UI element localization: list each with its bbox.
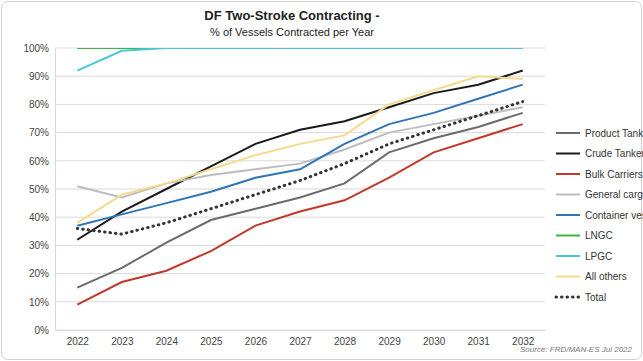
y-tick-label: 70%	[29, 127, 49, 138]
legend-label: Crude Tankers	[585, 148, 643, 159]
x-tick-label: 2029	[378, 336, 401, 347]
grid-line	[55, 330, 545, 331]
x-tick: 2028	[334, 330, 357, 347]
legend-swatch	[556, 214, 580, 216]
y-axis-line	[55, 49, 56, 331]
legend-label: LPGC	[585, 251, 612, 262]
legend-label: All others	[585, 271, 627, 282]
grid-line	[55, 217, 545, 218]
series-line	[77, 48, 522, 71]
y-tick: 0%	[35, 325, 55, 336]
y-axis: 0% 10% 20% 30% 40% 50% 60% 70% 80% 90% 100%	[23, 43, 55, 336]
x-tick-label: 2031	[468, 336, 491, 347]
series-line	[77, 71, 522, 240]
x-axis: 2022 2023 2024 2025 2026 2027 2028 2029 2030 2031…	[56, 330, 546, 347]
x-tick-label: 2024	[156, 336, 179, 347]
x-tick: 2026	[245, 330, 268, 347]
x-tick: 2022	[67, 330, 90, 347]
grid-line	[55, 160, 545, 161]
series-line	[77, 107, 522, 197]
grid-line	[55, 132, 545, 133]
grid-line	[55, 104, 545, 105]
y-tick-label: 0%	[35, 325, 50, 336]
grid-line	[55, 245, 545, 246]
grid-line	[55, 76, 545, 77]
legend-swatch	[556, 194, 580, 196]
legend-swatch	[556, 255, 580, 257]
y-tick: 10%	[29, 297, 55, 308]
subtitle: % of Vessels Contracted per Year	[210, 26, 374, 38]
y-tick-label: 30%	[29, 240, 49, 251]
x-tick-label: 2025	[200, 336, 223, 347]
y-tick: 20%	[29, 268, 55, 279]
x-tick: 2025	[200, 330, 223, 347]
legend-swatch	[556, 153, 580, 155]
x-tick-label: 2027	[289, 336, 312, 347]
legend-swatch	[556, 276, 580, 278]
x-tick-label: 2030	[423, 336, 446, 347]
title: DF Two-Stroke Contracting -	[204, 8, 379, 23]
x-tick: 2023	[111, 330, 134, 347]
x-axis-line	[56, 330, 546, 331]
legend-label: General cargo	[585, 189, 643, 200]
x-tick: 2030	[423, 330, 446, 347]
y-tick: 60%	[29, 156, 55, 167]
y-tick: 70%	[29, 127, 55, 138]
legend: Product Tankers Crude Tankers Bulk Carrier…	[556, 128, 643, 303]
legend-swatch	[556, 132, 580, 134]
y-tick-label: 90%	[29, 71, 49, 82]
y-tick-label: 80%	[29, 99, 49, 110]
y-tick-label: 100%	[23, 43, 49, 54]
y-tick: 50%	[29, 184, 55, 195]
y-tick: 90%	[29, 71, 55, 82]
chart: DF Two-Stroke Contracting - % of Vessels …	[0, 0, 643, 361]
x-tick: 2031	[468, 330, 491, 347]
legend-label: LNGC	[585, 230, 613, 241]
legend-swatch	[556, 235, 580, 237]
frame	[2, 2, 642, 360]
y-tick: 80%	[29, 99, 55, 110]
legend-swatch	[556, 173, 580, 175]
y-tick-label: 40%	[29, 212, 49, 223]
y-tick-label: 50%	[29, 184, 49, 195]
lines	[77, 48, 522, 305]
grid-line	[55, 273, 545, 274]
x-tick: 2027	[289, 330, 312, 347]
grid-line	[55, 301, 545, 302]
y-tick-label: 20%	[29, 268, 49, 279]
y-tick: 100%	[23, 43, 55, 54]
x-tick-label: 2023	[111, 336, 134, 347]
y-tick-label: 10%	[29, 297, 49, 308]
legend-label: Container vessels	[585, 210, 643, 221]
x-tick: 2029	[378, 330, 401, 347]
series-line	[77, 76, 522, 223]
legend-label: Bulk Carriers	[585, 169, 643, 180]
series-line	[77, 102, 522, 235]
grid-line	[55, 189, 545, 190]
x-tick: 2024	[156, 330, 179, 347]
series-line	[77, 85, 522, 226]
x-tick-label: 2026	[245, 336, 268, 347]
y-tick: 30%	[29, 240, 55, 251]
y-tick: 40%	[29, 212, 55, 223]
legend-label: Total	[585, 292, 606, 303]
legend-label: Product Tankers	[585, 128, 643, 139]
legend-swatch	[556, 296, 580, 299]
x-tick-label: 2022	[67, 336, 90, 347]
y-tick-label: 60%	[29, 156, 49, 167]
grid	[55, 48, 545, 330]
series-line	[77, 124, 522, 304]
source: Source: FRD/MAN-ES Jul 2022	[520, 345, 633, 354]
x-tick-label: 2028	[334, 336, 357, 347]
